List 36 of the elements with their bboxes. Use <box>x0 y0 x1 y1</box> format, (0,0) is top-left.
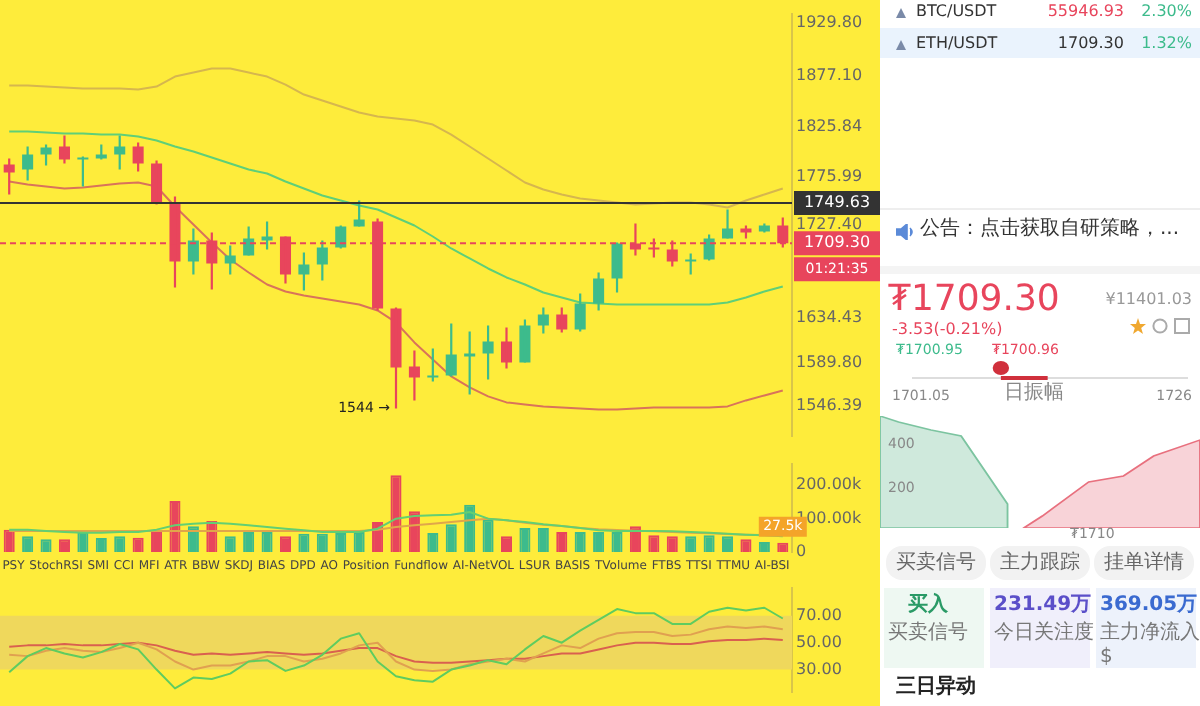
y-tick-label: 1929.80 <box>796 12 863 31</box>
text: 买卖信号 <box>896 552 976 575</box>
text: 公告：点击获取自研策略，... <box>920 218 1182 241</box>
y-tick-label: 30.00 <box>796 659 842 678</box>
y-tick-label: 1775.99 <box>796 166 863 185</box>
text: 主力净流入$ <box>1100 622 1200 668</box>
text: -3.53(-0.21%) <box>892 320 1003 339</box>
y-tick-label: 50.00 <box>796 632 842 651</box>
text: 55946.93 <box>1047 2 1124 21</box>
text: 231.49万 <box>994 594 1092 617</box>
text: 主力跟踪 <box>1000 552 1080 575</box>
y-tick-label: 1589.80 <box>796 352 863 371</box>
text: 369.05万 <box>1100 594 1198 617</box>
text: ETH/USDT <box>916 34 998 53</box>
text: 日振幅 <box>1004 382 1064 405</box>
ref-line-label: 1749.63 <box>803 193 871 212</box>
y-tick-label: 200.00k <box>796 475 862 494</box>
text: 1.32% <box>1141 34 1192 53</box>
y-tick-label: 70.00 <box>796 605 842 624</box>
text: 今日关注度 <box>994 622 1094 645</box>
y-tick-label: 1825.84 <box>796 116 863 135</box>
y-tick-label: 1634.43 <box>796 308 863 327</box>
text: 买卖信号 <box>888 622 970 645</box>
text: 2.30% <box>1141 2 1192 21</box>
text: BTC/USDT <box>916 2 997 21</box>
y-tick-label: 1546.39 <box>796 396 863 415</box>
y-tick-label: 0 <box>796 542 807 561</box>
text: 挂单详情 <box>1104 552 1184 575</box>
text: 1709.30 <box>1057 34 1124 53</box>
text: 买入 <box>908 594 948 617</box>
text: ₮1709.30 <box>888 278 1060 321</box>
y-tick-label: 1727.40 <box>796 215 863 234</box>
ref-line-label: 1709.30 <box>803 233 871 252</box>
text: ¥11401.03 <box>1105 290 1192 309</box>
y-tick-label: 1877.10 <box>796 65 863 84</box>
text: 三日异动 <box>896 676 976 699</box>
